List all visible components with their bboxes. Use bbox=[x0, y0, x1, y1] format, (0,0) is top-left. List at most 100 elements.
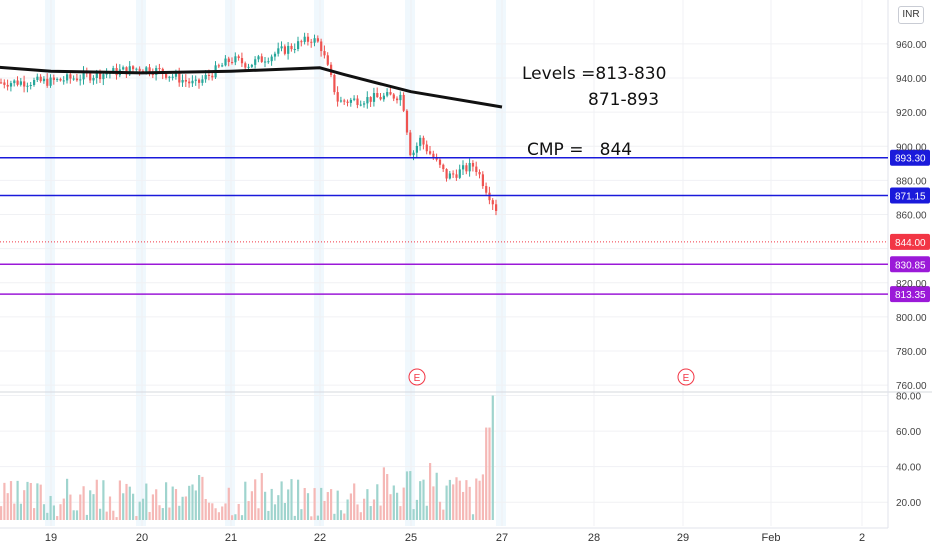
volume-bar bbox=[455, 477, 458, 520]
volume-bar bbox=[214, 508, 217, 520]
price-tick-label: 860.00 bbox=[896, 211, 927, 222]
volume-bar bbox=[399, 506, 402, 520]
volume-bar bbox=[353, 483, 356, 520]
candle-body bbox=[191, 80, 194, 84]
volume-bar bbox=[69, 494, 72, 520]
last-price-label: 844.00 bbox=[895, 238, 926, 249]
volume-bar bbox=[33, 508, 36, 520]
volume-bar bbox=[287, 489, 290, 520]
candle-body bbox=[445, 169, 448, 179]
volume-bar bbox=[257, 508, 260, 520]
time-tick-label: 20 bbox=[136, 532, 148, 544]
volume-bar bbox=[108, 496, 112, 520]
volume-bar bbox=[372, 499, 376, 520]
candle-body bbox=[346, 101, 349, 103]
candle-body bbox=[429, 151, 432, 154]
volume-bar bbox=[122, 493, 125, 520]
candle-body bbox=[181, 79, 184, 83]
volume-bar bbox=[99, 508, 102, 520]
volume-bar bbox=[366, 489, 369, 520]
candle-body bbox=[422, 137, 425, 145]
candle-body bbox=[102, 74, 105, 80]
candle-body bbox=[353, 98, 356, 100]
session-band bbox=[225, 0, 235, 526]
candle-body bbox=[221, 65, 224, 67]
volume-bar bbox=[115, 517, 118, 520]
volume-bar bbox=[13, 503, 16, 520]
candle-body bbox=[138, 68, 141, 71]
candle-body bbox=[128, 66, 131, 75]
last-price-label-bg bbox=[890, 233, 930, 250]
volume-bar bbox=[273, 504, 277, 520]
volume-bar bbox=[184, 496, 187, 520]
volume-bar bbox=[481, 474, 484, 520]
candle-body bbox=[379, 97, 382, 100]
price-tick-label: 940.00 bbox=[896, 74, 927, 85]
volume-bar bbox=[132, 493, 135, 520]
volume-bar bbox=[462, 491, 465, 520]
volume-bar bbox=[145, 483, 148, 520]
volume-bar bbox=[478, 480, 481, 520]
volume-bar bbox=[42, 504, 46, 520]
volume-bar bbox=[316, 515, 319, 520]
level-lines: 893.30 871.15 830.85 813.35 844.00 bbox=[0, 149, 930, 303]
candle-body bbox=[69, 74, 72, 79]
candle-body bbox=[23, 81, 26, 87]
volume-bar bbox=[306, 493, 310, 520]
volume-bar bbox=[356, 504, 359, 520]
volume-bar bbox=[339, 510, 343, 520]
earnings-marker bbox=[408, 368, 426, 386]
volume-bar bbox=[425, 505, 428, 520]
level-label-bg bbox=[890, 286, 930, 303]
candle-body bbox=[442, 164, 445, 170]
time-tick-label: 21 bbox=[225, 532, 237, 544]
volume-bar bbox=[396, 492, 399, 520]
volume-bar bbox=[141, 498, 145, 520]
volume-bar bbox=[376, 484, 379, 520]
volume-bar bbox=[442, 509, 445, 520]
volume-bar bbox=[300, 509, 303, 520]
candle-body bbox=[52, 77, 55, 80]
session-band bbox=[314, 0, 324, 526]
candle-body bbox=[392, 94, 395, 99]
candle-body bbox=[313, 38, 316, 43]
volume-bar bbox=[82, 486, 85, 520]
volume-bar bbox=[445, 485, 448, 520]
candle-body bbox=[0, 82, 3, 84]
candle-body bbox=[247, 66, 250, 68]
candle-body bbox=[280, 46, 283, 49]
volume-bar bbox=[343, 513, 346, 520]
volume-bar bbox=[333, 513, 336, 520]
volume-bar bbox=[369, 506, 372, 520]
volume-bar bbox=[382, 467, 385, 520]
volume-bar bbox=[85, 514, 88, 520]
candle-body bbox=[326, 55, 329, 65]
volume-bar bbox=[151, 494, 154, 520]
candle-body bbox=[250, 64, 253, 67]
candle-body bbox=[415, 145, 418, 153]
candle-body bbox=[122, 67, 125, 70]
volume-tick-label: 60.00 bbox=[896, 427, 921, 438]
candle-body bbox=[105, 73, 108, 75]
volume-bar bbox=[471, 514, 475, 520]
candle-body bbox=[82, 71, 85, 80]
candle-body bbox=[320, 41, 323, 52]
time-tick-label: 19 bbox=[45, 532, 57, 544]
candle-body bbox=[297, 41, 300, 49]
level-label: 893.30 bbox=[895, 154, 926, 165]
volume-bar bbox=[168, 507, 171, 520]
candle-body bbox=[376, 93, 379, 98]
candle-body bbox=[399, 94, 402, 101]
volume-bar bbox=[231, 515, 234, 520]
candle-body bbox=[465, 165, 468, 172]
candle-body bbox=[158, 68, 161, 70]
currency-button[interactable]: INR bbox=[898, 6, 924, 24]
volume-bar bbox=[363, 498, 366, 520]
candle-body bbox=[29, 84, 32, 86]
candle-body bbox=[455, 174, 458, 178]
candle-body bbox=[306, 36, 310, 42]
candle-body bbox=[168, 76, 171, 78]
volume-tick-label: 40.00 bbox=[896, 463, 921, 474]
candle-body bbox=[372, 93, 376, 102]
